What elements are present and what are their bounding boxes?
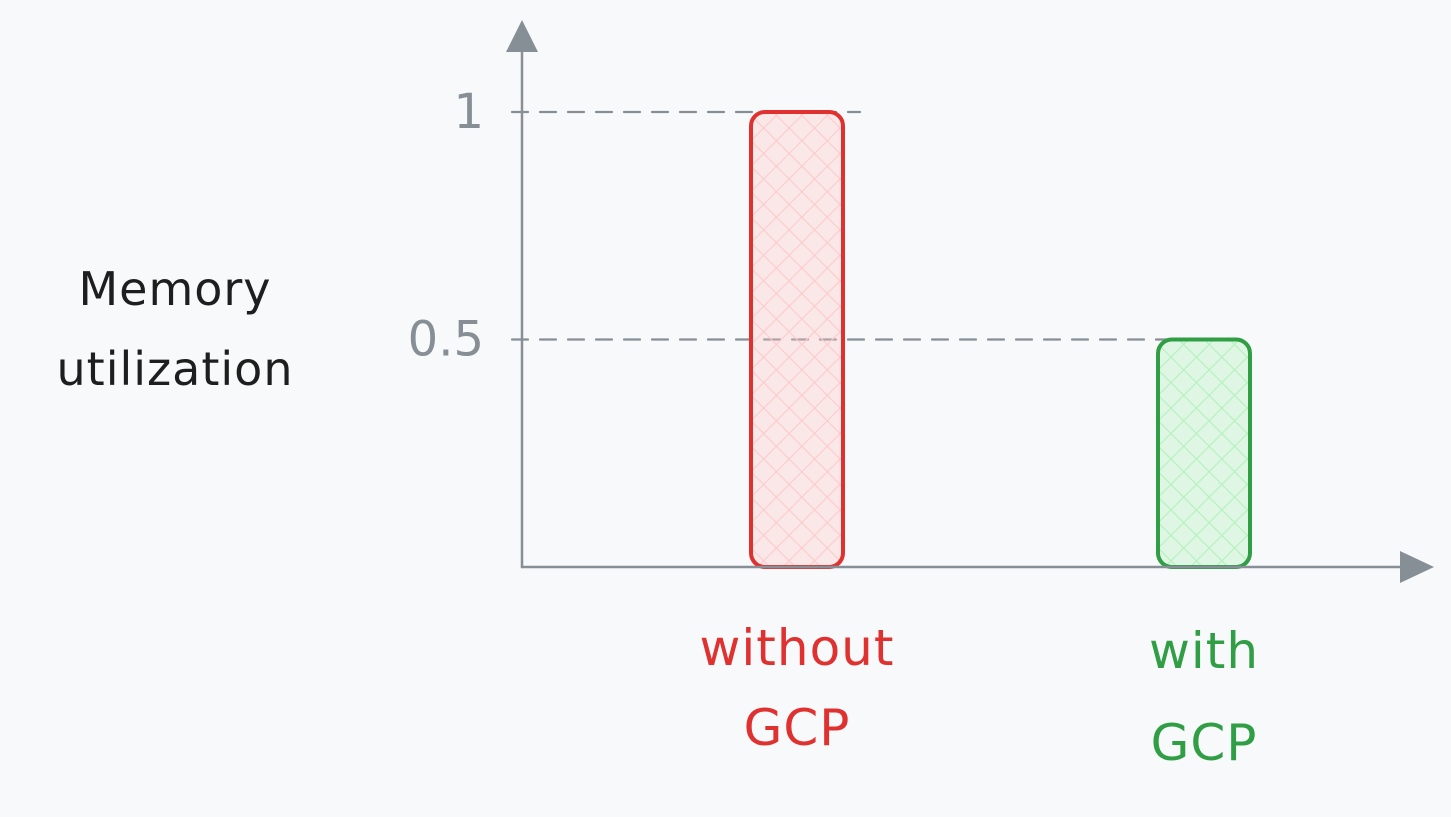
x-category-label: with GCP	[1149, 622, 1259, 772]
x-category-label-line: with	[1149, 622, 1259, 680]
axes	[506, 20, 1434, 583]
x-axis-arrow-icon	[1400, 551, 1434, 583]
y-tick-label: 1	[453, 84, 484, 140]
y-axis-arrow-icon	[506, 20, 538, 52]
x-category-label-line: GCP	[744, 699, 851, 757]
x-category-labels: without GCP with GCP	[700, 619, 1259, 772]
x-category-label-line: GCP	[1151, 714, 1258, 772]
x-category-label: without GCP	[700, 619, 895, 757]
x-category-label-line: without	[700, 619, 895, 677]
bar	[1156, 337, 1252, 569]
bar-outline	[1156, 337, 1252, 569]
y-tick-labels: 10.5	[408, 84, 484, 368]
y-axis-label-line-2: utilization	[57, 342, 294, 396]
y-axis-label-line-1: Memory	[78, 262, 271, 316]
y-axis-label: Memory utilization	[57, 262, 294, 396]
y-tick-label: 0.5	[408, 312, 484, 368]
bar-outline	[749, 110, 845, 569]
bar	[749, 110, 845, 569]
bars	[749, 110, 1252, 569]
reference-lines	[510, 110, 1242, 341]
